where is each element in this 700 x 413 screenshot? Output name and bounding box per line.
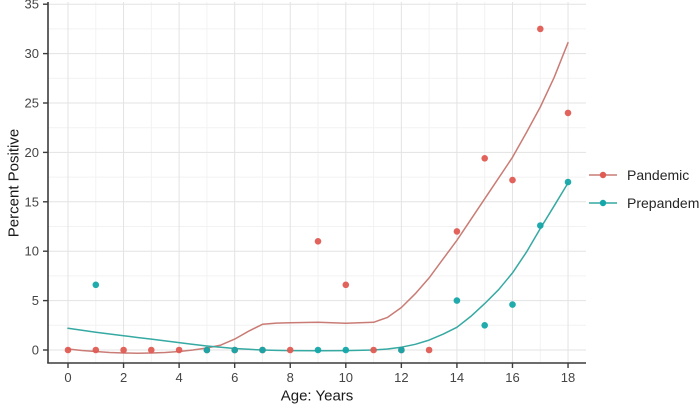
y-tick-label: 35 (25, 0, 39, 12)
prepandemic-data-point (537, 222, 544, 229)
y-tick-label: 20 (25, 145, 39, 160)
x-tick-label: 16 (505, 370, 519, 385)
prepandemic-data-point (481, 322, 489, 329)
prepandemic-data-point (453, 297, 461, 304)
y-tick-label: 0 (32, 343, 39, 358)
prepandemic-line-dot-key-icon (589, 199, 617, 207)
pandemic-smooth-line (67, 41, 569, 354)
prepandemic-data-point (564, 178, 572, 186)
x-tick-label: 4 (176, 370, 183, 385)
legend-label-pandemic: Pandemic (627, 167, 690, 183)
legend-label-prepandemic: Prepandemic (627, 195, 700, 211)
pandemic-data-point (342, 281, 350, 289)
legend: Pandemic Prepandemic (588, 161, 700, 217)
y-tick-label: 15 (25, 194, 39, 209)
pandemic-data-point (120, 346, 127, 354)
legend-item-pandemic: Pandemic (588, 161, 700, 189)
x-tick-label: 6 (231, 370, 238, 385)
pandemic-line-dot-key-icon (589, 171, 617, 179)
x-tick-label: 12 (394, 370, 408, 385)
y-tick-label: 30 (25, 46, 39, 61)
y-tick-label: 5 (32, 293, 39, 308)
x-tick-label: 0 (64, 370, 71, 385)
prepandemic-data-point (231, 346, 238, 354)
pandemic-data-point (425, 346, 433, 354)
y-tick-label: 25 (25, 96, 39, 111)
prepandemic-smooth-line (67, 182, 569, 352)
x-tick-label: 2 (120, 370, 127, 385)
pandemic-data-point (314, 238, 322, 245)
pandemic-data-point (286, 346, 294, 354)
prepandemic-data-point (342, 346, 350, 354)
pandemic-data-point (92, 346, 100, 354)
prepandemic-data-point (92, 281, 100, 289)
pandemic-data-point (564, 109, 572, 117)
y-tick-label: 10 (25, 244, 39, 259)
pandemic-data-point (370, 346, 377, 354)
pandemic-data-point (509, 176, 516, 184)
legend-item-prepandemic: Prepandemic (588, 189, 700, 217)
x-axis-title: Age: Years (280, 387, 354, 405)
prepandemic-data-point (203, 346, 211, 354)
prepandemic-data-point (259, 346, 266, 354)
pandemic-data-point (537, 25, 544, 33)
x-tick-label: 10 (339, 370, 353, 385)
pandemic-data-point (453, 228, 461, 235)
x-tick-label: 8 (287, 370, 294, 385)
prepandemic-data-point (398, 346, 405, 354)
pandemic-data-point (175, 346, 183, 354)
y-axis-title: Percent Positive (5, 128, 23, 238)
pandemic-data-point (148, 346, 155, 354)
x-tick-label: 14 (450, 370, 464, 385)
prepandemic-data-point (509, 301, 516, 308)
pandemic-data-point (481, 155, 489, 162)
prepandemic-data-point (314, 346, 322, 354)
x-tick-label: 18 (561, 370, 575, 385)
pandemic-data-point (64, 346, 72, 354)
